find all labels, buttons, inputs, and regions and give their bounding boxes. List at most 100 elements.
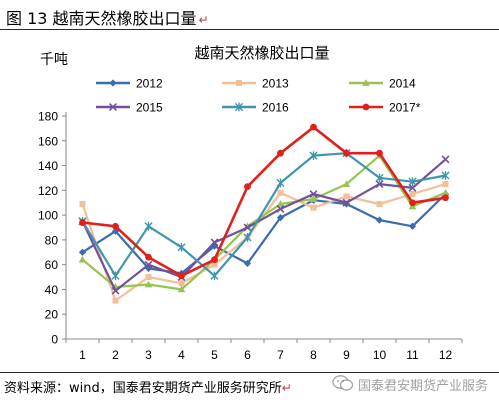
legend-item: 2015 xyxy=(96,101,163,115)
series-line xyxy=(81,154,446,291)
data-point xyxy=(177,243,186,252)
data-point xyxy=(375,216,384,224)
data-point xyxy=(145,253,152,261)
data-point xyxy=(362,103,370,111)
data-point xyxy=(276,178,285,188)
data-point xyxy=(112,222,119,230)
data-point xyxy=(109,103,117,111)
legend-label: 2017* xyxy=(389,101,421,115)
y-tick-label: 100 xyxy=(38,209,58,223)
x-axis: 1 2 3 4 5 6 7 8 9 10 11 12 xyxy=(65,338,463,362)
data-point xyxy=(277,189,284,196)
series-line xyxy=(81,152,446,277)
legend-item: 2013 xyxy=(222,77,289,91)
y-tick-label: 180 xyxy=(38,110,58,124)
data-point xyxy=(409,191,416,198)
x-tick-label: 5 xyxy=(211,348,218,362)
legend-item: 2014 xyxy=(349,77,416,91)
data-point xyxy=(177,285,186,293)
x-tick-label: 4 xyxy=(178,348,185,362)
data-point xyxy=(442,181,449,188)
data-point xyxy=(144,221,153,231)
data-point xyxy=(78,248,87,256)
return-mark-icon: ↵ xyxy=(198,13,209,27)
series-2015 xyxy=(78,155,450,295)
data-point xyxy=(442,194,449,202)
data-point xyxy=(309,190,318,199)
data-point xyxy=(276,200,285,207)
y-tick-label: 120 xyxy=(38,184,58,198)
data-point xyxy=(244,183,251,191)
data-point xyxy=(376,149,383,157)
x-tick-label: 6 xyxy=(244,348,251,362)
y-tick-label: 140 xyxy=(38,159,58,173)
y-tick-label: 60 xyxy=(45,258,59,272)
source-note: 资料来源：wind，国泰君安期货产业服务研究所↵ xyxy=(4,377,292,396)
data-point xyxy=(276,204,285,213)
data-point xyxy=(343,149,350,157)
data-point xyxy=(210,238,219,247)
data-point xyxy=(112,297,119,304)
chart-title: 越南天然橡胶出口量 xyxy=(194,44,329,62)
y-tick-label: 20 xyxy=(45,308,59,322)
data-point xyxy=(276,213,285,222)
x-tick-label: 1 xyxy=(79,348,86,362)
data-point xyxy=(409,199,416,207)
y-tick-label: 160 xyxy=(38,134,58,148)
legend-label: 2013 xyxy=(262,77,289,91)
x-tick-label: 11 xyxy=(406,348,419,362)
data-point xyxy=(211,256,218,264)
chart-legend: 2012 2013 2014 2015 2016 2017* xyxy=(96,77,421,115)
data-point xyxy=(211,261,218,268)
data-point xyxy=(310,204,317,211)
data-point xyxy=(343,193,350,200)
data-point xyxy=(441,155,450,164)
watermark: 国泰君安期货产业服务 xyxy=(332,373,492,395)
legend-label: 2014 xyxy=(389,77,416,91)
data-point xyxy=(111,286,120,295)
data-point xyxy=(178,280,185,287)
data-point xyxy=(375,173,384,183)
y-axis: 0 20 40 60 80 100 120 140 160 180 xyxy=(38,110,67,347)
data-point xyxy=(243,233,252,242)
data-point xyxy=(441,171,450,180)
data-point xyxy=(144,260,153,269)
figure-caption-text: 图 13 越南天然橡胶出口量 xyxy=(6,9,197,28)
source-text: 资料来源：wind，国泰君安期货产业服务研究所 xyxy=(4,381,282,396)
legend-item: 2017* xyxy=(349,101,421,115)
data-point xyxy=(408,177,417,186)
x-tick-label: 7 xyxy=(277,348,284,362)
data-point xyxy=(111,271,120,281)
data-point xyxy=(362,79,370,86)
x-tick-label: 9 xyxy=(343,348,350,362)
data-point xyxy=(309,195,318,202)
x-tick-label: 3 xyxy=(145,348,152,362)
data-point xyxy=(342,198,351,207)
data-point xyxy=(145,274,152,281)
legend-label: 2015 xyxy=(136,101,163,115)
plot-area xyxy=(78,123,450,304)
series-line xyxy=(82,125,446,278)
data-point xyxy=(310,123,317,131)
data-point xyxy=(342,180,351,187)
data-point xyxy=(408,222,417,230)
x-tick-label: 8 xyxy=(310,348,317,362)
y-tick-label: 80 xyxy=(45,233,59,247)
y-tick-label: 0 xyxy=(51,333,58,347)
data-point xyxy=(210,271,219,281)
data-point xyxy=(78,255,87,263)
data-point xyxy=(441,189,450,196)
data-point xyxy=(309,151,318,160)
legend-label: 2016 xyxy=(262,101,289,115)
series-2012 xyxy=(78,190,450,277)
data-point xyxy=(178,272,185,280)
x-tick-label: 2 xyxy=(112,348,119,362)
data-point xyxy=(234,102,244,112)
data-point xyxy=(109,79,117,87)
source-divider xyxy=(0,372,499,373)
data-point xyxy=(408,183,417,192)
data-point xyxy=(277,149,284,157)
data-point xyxy=(79,219,86,226)
y-axis-unit: 千吨 xyxy=(40,52,68,68)
data-point xyxy=(376,200,383,207)
